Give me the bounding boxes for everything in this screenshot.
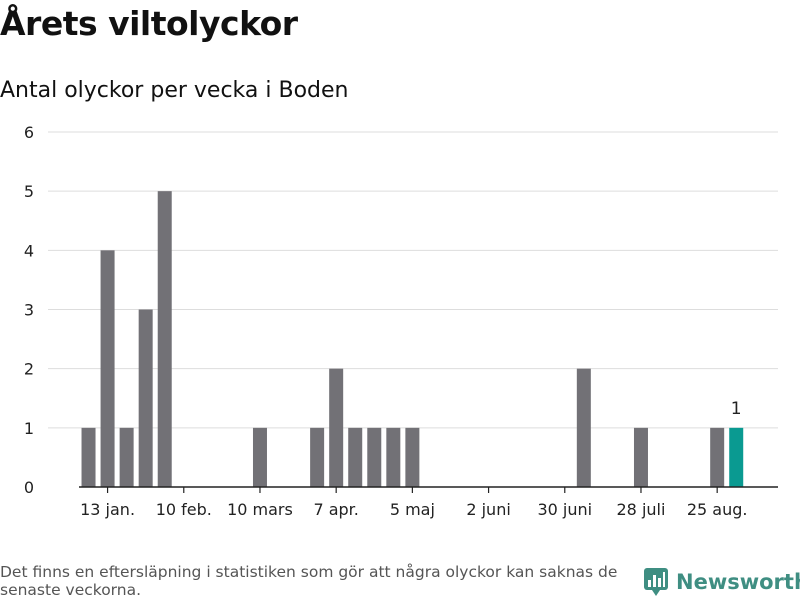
x-tick-label: 2 juni — [466, 500, 510, 519]
brand-name: Newsworthy — [676, 570, 800, 594]
bar — [119, 427, 134, 487]
bar — [710, 427, 725, 487]
y-tick-label: 4 — [24, 241, 34, 260]
data-label: 1 — [731, 399, 742, 419]
x-tick-label: 30 juni — [537, 500, 592, 519]
bar-chart: 0 1 2 3 4 5 6 1 13 jan. 10 feb. 10 mars 7 apr. 5 maj… — [24, 123, 778, 519]
x-tick-label: 28 juli — [617, 500, 666, 519]
x-tick-label: 13 jan. — [80, 500, 135, 519]
bar — [100, 250, 115, 487]
bar — [633, 427, 648, 487]
bar — [348, 427, 363, 487]
bar — [81, 427, 96, 487]
brand[interactable]: Newsworthy — [644, 568, 800, 596]
x-tick-label: 10 feb. — [156, 500, 212, 519]
bar — [157, 191, 172, 487]
x-tick-label: 25 aug. — [687, 500, 748, 519]
x-tick-label: 7 apr. — [313, 500, 358, 519]
y-tick-label: 2 — [24, 360, 34, 379]
bar — [367, 427, 382, 487]
bar — [138, 309, 153, 487]
y-tick-label: 0 — [24, 478, 34, 497]
x-tick-label: 10 mars — [227, 500, 293, 519]
bar — [386, 427, 401, 487]
highlight-bar — [729, 427, 744, 487]
bar — [310, 427, 325, 487]
chart-title: Årets viltolyckor — [0, 4, 298, 43]
bar — [405, 427, 420, 487]
bar — [329, 368, 344, 487]
bar — [252, 427, 267, 487]
y-tick-label: 1 — [24, 419, 34, 438]
y-tick-label: 6 — [24, 123, 34, 142]
x-tick-label: 5 maj — [390, 500, 435, 519]
y-tick-label: 5 — [24, 182, 34, 201]
bar — [576, 368, 591, 487]
newsworthy-logo-icon — [644, 568, 668, 596]
chart-subtitle: Antal olyckor per vecka i Boden — [0, 78, 349, 103]
footnote: Det finns en eftersläpning i statistiken… — [0, 563, 618, 599]
y-tick-label: 3 — [24, 301, 34, 320]
